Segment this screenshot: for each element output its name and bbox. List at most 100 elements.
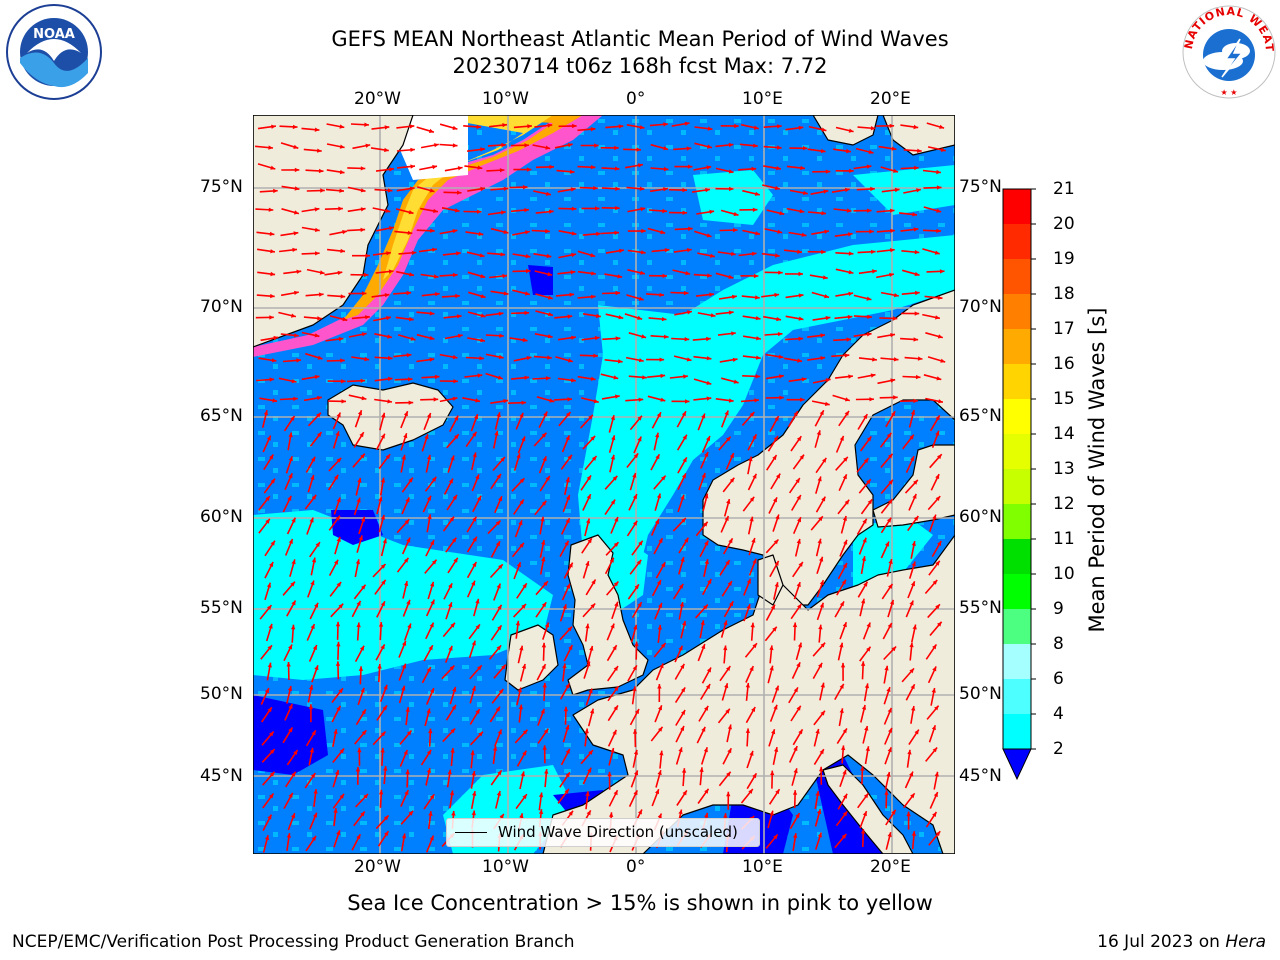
wind-wave-arrowhead xyxy=(819,580,824,586)
wind-wave-arrowhead xyxy=(888,479,893,485)
wind-wave-arrowhead xyxy=(432,247,437,252)
wind-wave-arrowhead xyxy=(496,583,501,589)
wind-wave-arrowhead xyxy=(609,812,614,817)
wind-wave-arrowhead xyxy=(475,598,480,604)
wind-wave-arrowhead xyxy=(585,623,590,629)
wind-wave-arrowhead xyxy=(406,599,411,605)
wind-wave-arrowhead xyxy=(848,251,854,256)
wind-wave-arrowhead xyxy=(355,559,360,565)
colorbar-band xyxy=(1003,679,1031,715)
wind-wave-arrowhead xyxy=(549,164,554,170)
legend-line-swatch xyxy=(455,832,487,833)
wind-wave-arrowhead xyxy=(288,538,293,544)
wind-wave-arrowhead xyxy=(753,143,758,148)
colorbar-tick-label: 20 xyxy=(1053,214,1075,234)
wind-wave-arrowhead xyxy=(663,166,669,172)
wind-wave-arrowhead xyxy=(453,557,458,563)
wind-wave-arrowhead xyxy=(471,640,476,646)
wind-wave-arrowhead xyxy=(434,143,439,148)
wind-wave-arrowhead xyxy=(642,375,647,380)
footer-date: 16 Jul 2023 on Hera xyxy=(1097,932,1266,952)
wind-wave-arrowhead xyxy=(932,514,937,520)
wind-wave-arrowhead xyxy=(723,620,728,626)
wind-wave-arrowhead xyxy=(293,210,299,215)
wind-wave-arrowhead xyxy=(596,231,601,237)
wind-wave-arrowhead xyxy=(610,454,615,460)
wind-wave-arrowhead xyxy=(745,728,750,733)
wind-wave-arrowhead xyxy=(771,729,776,735)
wind-wave-arrowhead xyxy=(911,541,916,546)
wind-wave-arrowhead xyxy=(293,144,299,149)
wind-wave-arrowhead xyxy=(916,188,921,193)
wind-wave-arrowhead xyxy=(588,750,593,755)
wind-wave-arrowhead xyxy=(819,766,824,772)
lat-label-left-50n: 50°N xyxy=(200,684,243,704)
wind-wave-arrowhead xyxy=(586,810,591,816)
wind-wave-arrowhead xyxy=(448,645,453,651)
wind-wave-arrowhead xyxy=(591,456,597,461)
wind-wave-arrowhead xyxy=(632,494,637,500)
wind-wave-arrowhead xyxy=(914,311,920,316)
wind-wave-arrowhead xyxy=(335,431,340,437)
wind-wave-arrowhead xyxy=(709,209,715,214)
wind-wave-arrowhead xyxy=(543,411,548,417)
wind-wave-arrowhead xyxy=(848,291,854,296)
wind-wave-arrowhead xyxy=(891,411,896,417)
wind-wave-arrowhead xyxy=(824,294,830,299)
wind-wave-arrowhead xyxy=(706,380,712,385)
colorbar-tick-label: 16 xyxy=(1053,354,1075,374)
wind-wave-arrowhead xyxy=(310,475,315,480)
wind-wave-arrowhead xyxy=(699,767,704,772)
wind-wave-arrowhead xyxy=(863,414,868,419)
wind-wave-arrowhead xyxy=(474,414,479,420)
wind-wave-arrowhead xyxy=(825,169,831,174)
wind-wave-arrowhead xyxy=(886,772,891,777)
wind-wave-arrowhead xyxy=(936,169,941,175)
wind-wave-arrowhead xyxy=(356,497,361,503)
wind-wave-arrowhead xyxy=(752,207,758,212)
wind-wave-arrowhead xyxy=(822,275,828,280)
wind-wave-arrowhead xyxy=(288,473,293,479)
wind-wave-arrowhead xyxy=(404,557,409,563)
wind-wave-arrowhead xyxy=(449,665,455,671)
wind-wave-arrowhead xyxy=(314,207,320,212)
wind-wave-arrowhead xyxy=(496,412,501,418)
wind-wave-arrowhead xyxy=(939,124,945,129)
wind-wave-arrowhead xyxy=(798,316,804,321)
wind-wave-arrowhead xyxy=(887,623,892,628)
wind-wave-arrowhead xyxy=(611,435,616,441)
wind-wave-arrowhead xyxy=(548,209,554,214)
wind-wave-arrowhead xyxy=(410,336,416,341)
wind-wave-arrowhead xyxy=(334,474,339,480)
wind-wave-arrowhead xyxy=(756,336,761,341)
wind-wave-arrowhead xyxy=(287,495,292,501)
wind-wave-arrowhead xyxy=(797,249,802,254)
wind-wave-arrowhead xyxy=(937,334,943,339)
wind-wave-arrowhead xyxy=(817,809,822,815)
wind-wave-arrowhead xyxy=(866,164,872,169)
wind-wave-arrowhead xyxy=(749,750,754,756)
wind-wave-arrowhead xyxy=(661,562,666,568)
wind-wave-arrowhead xyxy=(429,311,435,316)
colorbar-tick-label: 13 xyxy=(1053,459,1075,479)
wind-wave-arrowhead xyxy=(314,602,318,608)
wind-wave-arrowhead xyxy=(360,811,365,817)
wind-wave-arrowhead xyxy=(359,645,364,651)
wind-wave-arrowhead xyxy=(314,374,320,380)
colorbar-band xyxy=(1003,469,1031,505)
wind-wave-arrowhead xyxy=(501,142,506,148)
nws-logo: NATIONAL WEATHER SERVICE ★ ★ xyxy=(1180,3,1276,99)
wind-wave-arrowhead xyxy=(910,409,916,415)
wind-wave-arrowhead xyxy=(356,622,361,628)
wind-wave-arrowhead xyxy=(704,812,709,818)
wind-wave-arrowhead xyxy=(724,410,729,416)
wind-wave-arrowhead xyxy=(678,747,683,753)
wind-wave-arrowhead xyxy=(703,604,708,610)
wind-wave-arrowhead xyxy=(745,682,750,688)
wind-wave-arrowhead xyxy=(710,313,716,318)
wind-wave-arrowhead xyxy=(340,358,345,363)
wind-wave-arrowhead xyxy=(406,290,412,296)
wind-wave-arrowhead xyxy=(869,229,874,234)
wind-wave-arrowhead xyxy=(526,356,532,361)
wind-wave-arrowhead xyxy=(914,729,919,735)
